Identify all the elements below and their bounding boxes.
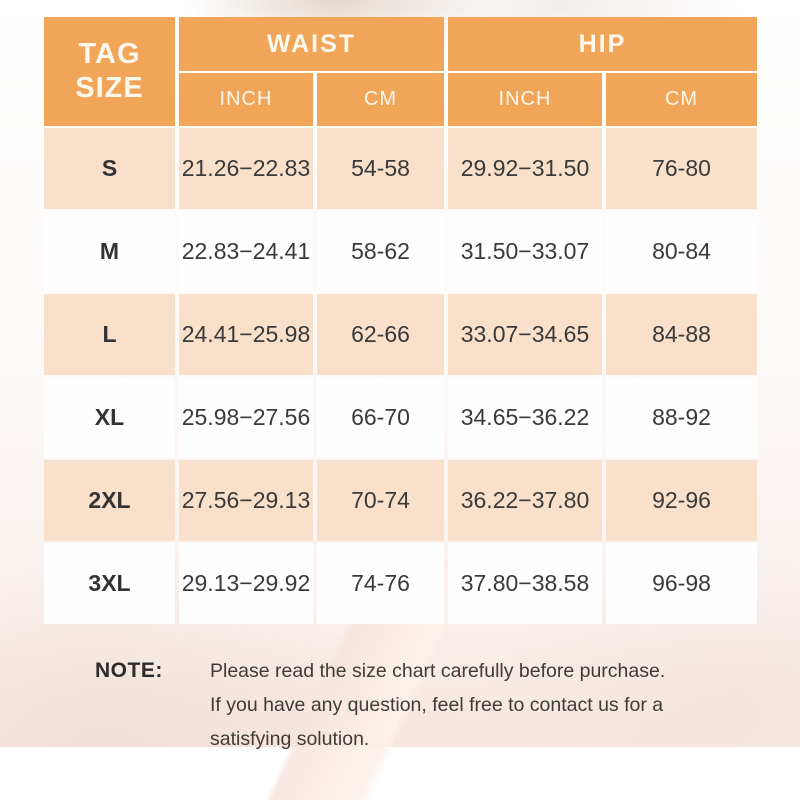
header-tag-size: TAG SIZE [44, 17, 175, 126]
row-m-size: M [44, 211, 175, 292]
note-label: NOTE: [95, 659, 163, 682]
header-waist-inch: INCH [179, 73, 313, 126]
row-2xl-size: 2XL [44, 460, 175, 541]
note-line-1: Please read the size chart carefully bef… [210, 660, 666, 682]
header-waist-cm: CM [317, 73, 444, 126]
row-l-waist-cm: 62-66 [317, 294, 444, 375]
row-l-waist-inch: 24.41−25.98 [179, 294, 313, 375]
row-3xl-size: 3XL [44, 543, 175, 624]
row-m-waist-cm: 58-62 [317, 211, 444, 292]
row-s-size: S [44, 128, 175, 209]
row-l-size: L [44, 294, 175, 375]
row-2xl-waist-cm: 70-74 [317, 460, 444, 541]
note-line-2: If you have any question, feel free to c… [210, 694, 664, 716]
row-l-hip-inch: 33.07−34.65 [448, 294, 602, 375]
row-2xl-waist-inch: 27.56−29.13 [179, 460, 313, 541]
row-s-waist-inch: 21.26−22.83 [179, 128, 313, 209]
row-2xl-hip-inch: 36.22−37.80 [448, 460, 602, 541]
row-2xl-hip-cm: 92-96 [606, 460, 757, 541]
header-waist: WAIST [179, 17, 444, 71]
note-line-3: satisfying solution. [210, 728, 370, 750]
row-s-hip-cm: 76-80 [606, 128, 757, 209]
header-hip-inch: INCH [448, 73, 602, 126]
row-xl-hip-inch: 34.65−36.22 [448, 377, 602, 458]
row-xl-waist-cm: 66-70 [317, 377, 444, 458]
row-xl-hip-cm: 88-92 [606, 377, 757, 458]
row-3xl-hip-cm: 96-98 [606, 543, 757, 624]
row-3xl-waist-cm: 74-76 [317, 543, 444, 624]
row-s-hip-inch: 29.92−31.50 [448, 128, 602, 209]
row-3xl-waist-inch: 29.13−29.92 [179, 543, 313, 624]
header-tag-size-line2: SIZE [75, 71, 144, 104]
size-chart-table: TAG SIZE WAIST HIP INCH CM INCH CM S 21.… [44, 17, 757, 624]
header-tag-size-line1: TAG [78, 38, 141, 71]
note-text: Please read the size chart carefully bef… [210, 654, 665, 756]
row-l-hip-cm: 84-88 [606, 294, 757, 375]
header-hip-cm: CM [606, 73, 757, 126]
row-m-hip-inch: 31.50−33.07 [448, 211, 602, 292]
header-hip: HIP [448, 17, 757, 71]
row-m-hip-cm: 80-84 [606, 211, 757, 292]
row-m-waist-inch: 22.83−24.41 [179, 211, 313, 292]
row-s-waist-cm: 54-58 [317, 128, 444, 209]
row-xl-size: XL [44, 377, 175, 458]
note-section: NOTE: Please read the size chart careful… [95, 654, 735, 756]
row-xl-waist-inch: 25.98−27.56 [179, 377, 313, 458]
row-3xl-hip-inch: 37.80−38.58 [448, 543, 602, 624]
